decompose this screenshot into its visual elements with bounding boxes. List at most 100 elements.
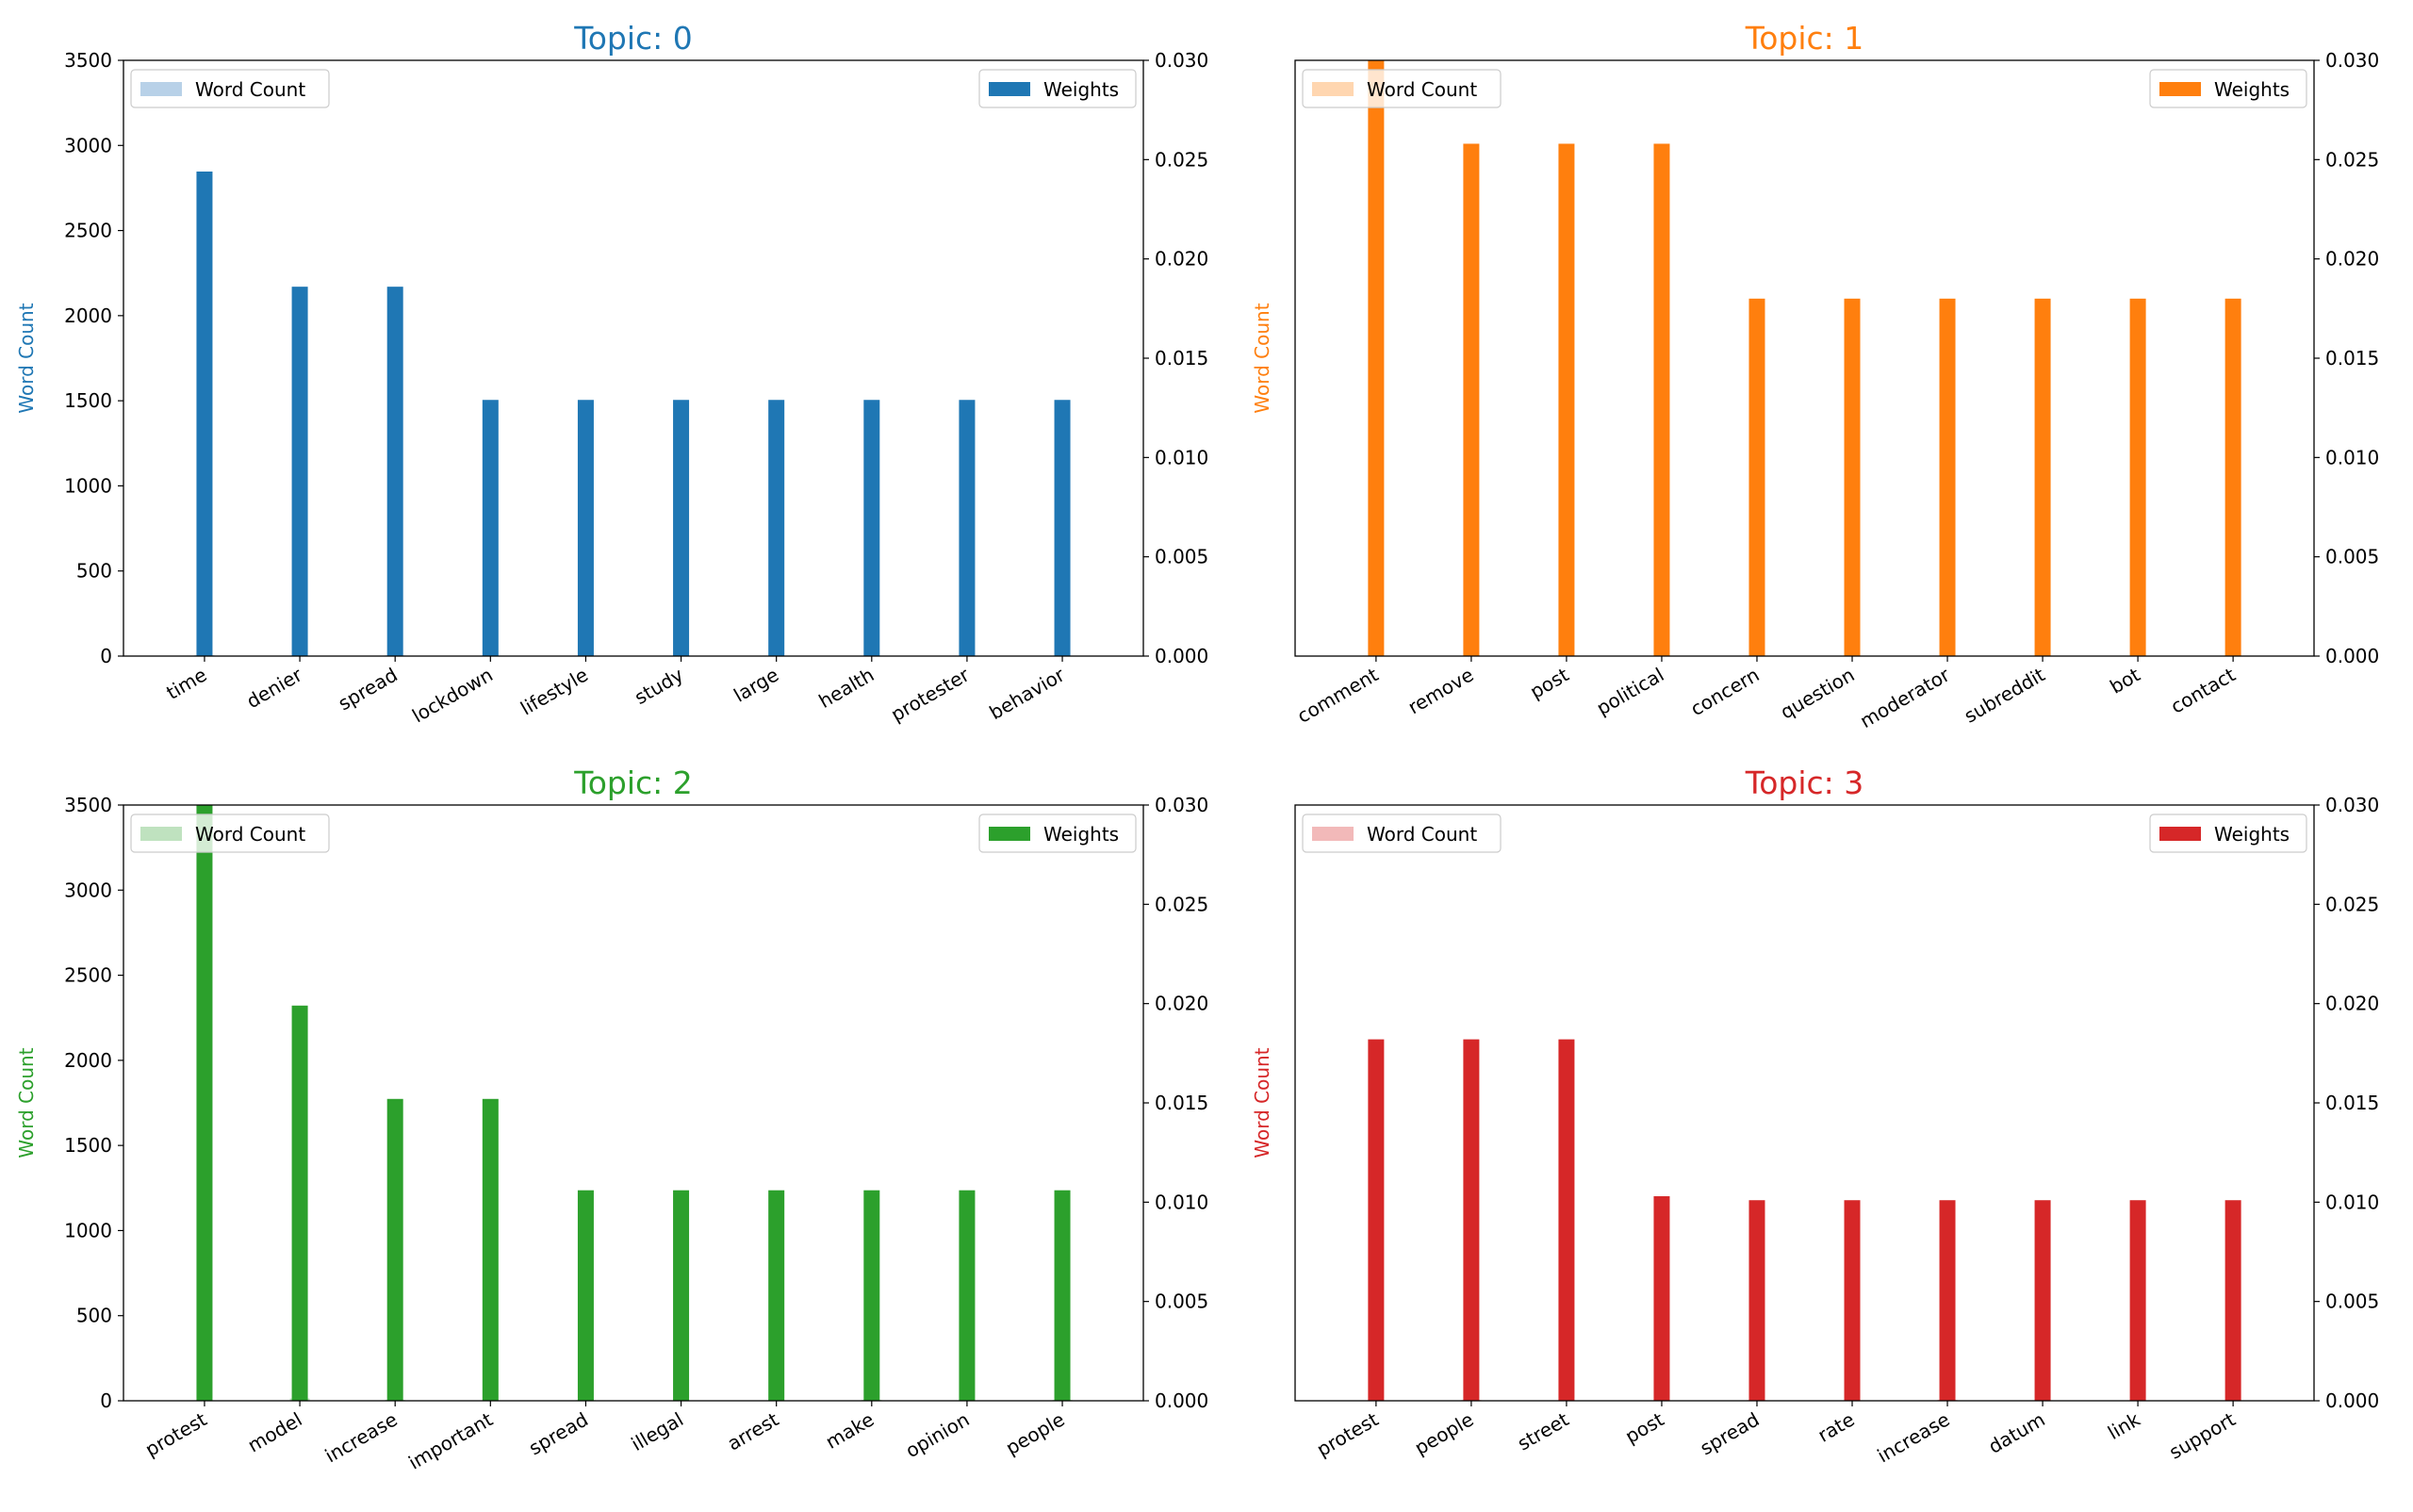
legend-swatch-word-count [140,827,182,841]
right-tick-label: 0.020 [1155,248,1208,271]
plot-frame [1295,805,2314,1401]
weight-bar-street [1558,1040,1574,1401]
right-tick-label: 0.015 [2325,347,2379,370]
chart-title: Topic: 0 [573,20,693,57]
legend-swatch-word-count [1312,827,1354,841]
plot-frame [123,805,1143,1401]
right-tick-label: 0.025 [2325,148,2379,171]
x-tick-label: increase [321,1408,402,1468]
weight-bar-comment [1368,60,1384,656]
weight-bar-large [768,400,784,656]
x-tick-label: concern [1686,664,1763,721]
x-tick-label: post [1621,1407,1668,1447]
left-tick-label: 1500 [64,389,112,412]
x-tick-label: comment [1293,663,1382,727]
x-tick-label: political [1593,664,1668,720]
right-tick-label: 0.030 [1155,49,1208,72]
legend-label-weights: Weights [2214,823,2290,846]
x-tick-label: question [1777,664,1859,724]
legend-label-weights: Weights [2214,78,2290,101]
right-tick-label: 0.025 [2325,893,2379,915]
legend-swatch-weights [2159,827,2201,841]
legend-swatch-weights [2159,82,2201,96]
x-tick-label: moderator [1856,663,1954,732]
x-tick-label: lifestyle [517,664,592,720]
weight-bar-moderator [1940,299,1956,656]
x-tick-label: make [822,1408,878,1454]
plot-frame [123,60,1143,656]
weight-bar-lockdown [483,400,499,656]
x-tick-label: lockdown [408,664,497,728]
y-axis-label: Word Count [1251,303,1273,413]
left-tick-label: 2500 [64,220,112,242]
right-tick-label: 0.020 [1155,993,1208,1015]
weight-bar-spread [578,1191,594,1401]
weight-bar-make [863,1191,879,1401]
y-axis-label: Word Count [15,303,38,413]
weight-bar-link [2130,1200,2146,1401]
left-tick-label: 1000 [64,474,112,497]
x-tick-label: protester [887,663,974,726]
weight-bar-bot [2130,299,2146,656]
legend-swatch-weights [989,82,1030,96]
left-tick-label: 0 [100,645,112,667]
weight-bar-concern [1748,299,1765,656]
x-tick-label: rate [1814,1408,1858,1447]
right-tick-label: 0.005 [2325,546,2379,568]
weight-bar-increase [1940,1200,1956,1401]
right-tick-label: 0.010 [2325,1191,2379,1213]
x-tick-label: large [730,664,782,707]
legend-swatch-word-count [1312,82,1354,96]
right-tick-label: 0.000 [1155,1389,1208,1412]
x-tick-label: remove [1404,664,1478,719]
plot-frame [1295,60,2314,656]
x-tick-label: behavior [986,663,1070,724]
weight-bar-behavior [1055,400,1071,656]
weight-bar-illegal [673,1191,689,1401]
x-tick-label: protest [1313,1407,1383,1460]
right-tick-label: 0.030 [2325,794,2379,816]
left-tick-label: 3000 [64,879,112,901]
weight-bar-increase [387,1099,403,1401]
left-tick-label: 2500 [64,964,112,987]
x-tick-label: street [1514,1407,1573,1454]
weight-bar-study [673,400,689,656]
left-tick-label: 3500 [64,49,112,72]
x-tick-label: illegal [628,1408,688,1456]
left-tick-label: 1000 [64,1219,112,1241]
weight-bar-protester [959,400,975,656]
right-tick-label: 0.030 [2325,49,2379,72]
x-tick-label: spread [1696,1408,1763,1460]
right-tick-label: 0.005 [1155,546,1208,568]
weight-bar-question [1845,299,1861,656]
x-tick-label: post [1526,663,1573,702]
x-tick-label: increase [1874,1408,1954,1468]
weight-bar-important [483,1099,499,1401]
right-tick-label: 0.010 [1155,1191,1208,1213]
weight-bar-model [292,1006,308,1401]
chart-title: Topic: 3 [1745,764,1864,801]
weight-bar-political [1653,143,1669,656]
right-tick-label: 0.015 [1155,1092,1208,1114]
x-tick-label: people [1411,1408,1478,1460]
legend-label-word-count: Word Count [195,78,305,101]
right-tick-label: 0.015 [1155,347,1208,370]
left-tick-label: 500 [76,1305,112,1327]
y-axis-label: Word Count [1251,1047,1273,1158]
weight-bar-subreddit [2035,299,2051,656]
x-tick-label: subreddit [1961,663,2049,727]
chart-title: Topic: 1 [1745,20,1864,57]
weight-bar-opinion [959,1191,975,1401]
x-tick-label: study [631,663,687,709]
chart-title: Topic: 2 [573,764,693,801]
right-tick-label: 0.020 [2325,248,2379,271]
legend-label-weights: Weights [1043,823,1119,846]
weight-bar-contact [2225,299,2241,656]
weight-bar-spread [1748,1200,1765,1401]
weight-bar-health [863,400,879,656]
x-tick-label: link [2104,1407,2144,1444]
weight-bar-time [196,172,212,656]
right-tick-label: 0.015 [2325,1092,2379,1114]
left-tick-label: 2000 [64,304,112,327]
